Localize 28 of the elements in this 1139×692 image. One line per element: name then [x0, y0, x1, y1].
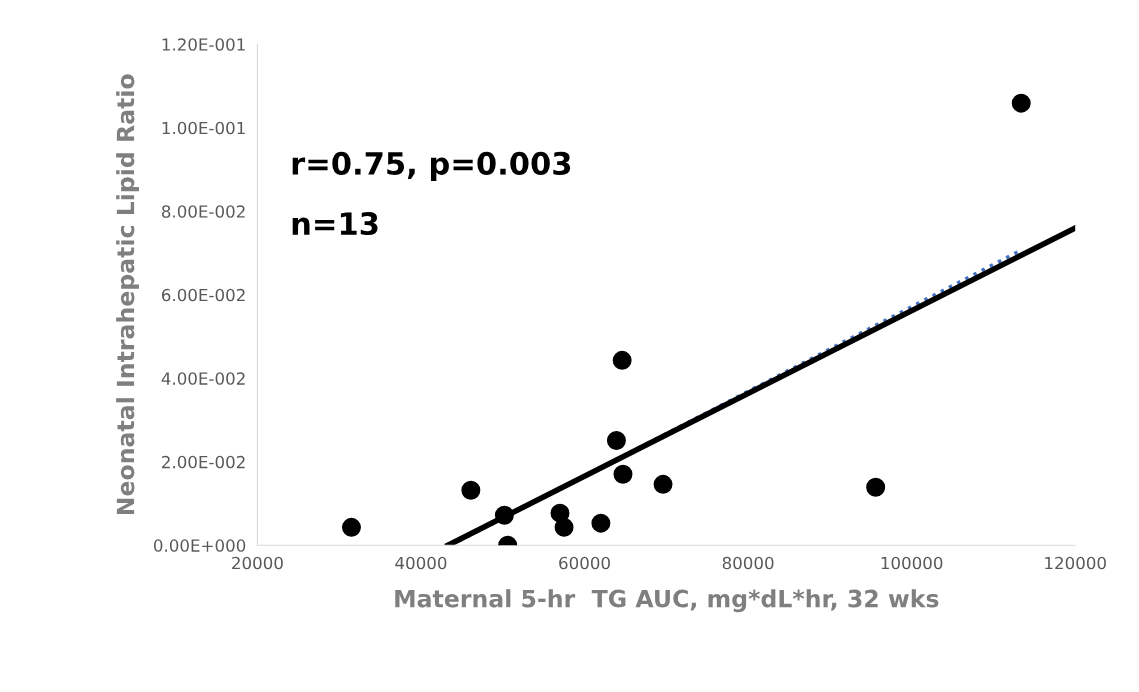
point: [606, 431, 626, 450]
x-tick-label: 20000: [232, 556, 283, 570]
point: [554, 517, 574, 537]
y-axis-title: Neonatal Intrahepatic Lipid Ratio: [116, 74, 139, 515]
x-tick-label: 40000: [395, 556, 447, 570]
annotation: n=13: [292, 211, 378, 236]
y-tick-label: 4.00E-002: [161, 372, 245, 385]
y-tick-label: 0.00E+000: [153, 539, 246, 552]
annotation: r=0.75, p=0.003: [292, 151, 571, 181]
x-tick-label: 80000: [722, 556, 774, 570]
point: [461, 480, 481, 500]
point: [653, 474, 673, 494]
x-tick-label: 120000: [1045, 556, 1106, 570]
point: [866, 477, 886, 497]
y-tick-label: 1.20E-001: [162, 38, 245, 51]
x-axis-title: Maternal 5-hr TG AUC, mg*dL*hr, 32 wks: [395, 589, 939, 613]
y-tick-label: 2.00E-002: [162, 455, 245, 469]
y-tick-label: 1.00E-001: [162, 121, 245, 135]
y-tick-label: 6.00E-002: [162, 288, 245, 302]
point: [494, 505, 514, 525]
x-tick-label: 60000: [559, 556, 610, 570]
point: [1011, 93, 1031, 113]
point: [591, 513, 611, 533]
point: [612, 350, 632, 370]
point: [613, 464, 633, 484]
point: [341, 517, 361, 537]
y-tick-label: 8.00E-002: [161, 205, 245, 218]
x-tick-label: 100000: [881, 556, 943, 570]
